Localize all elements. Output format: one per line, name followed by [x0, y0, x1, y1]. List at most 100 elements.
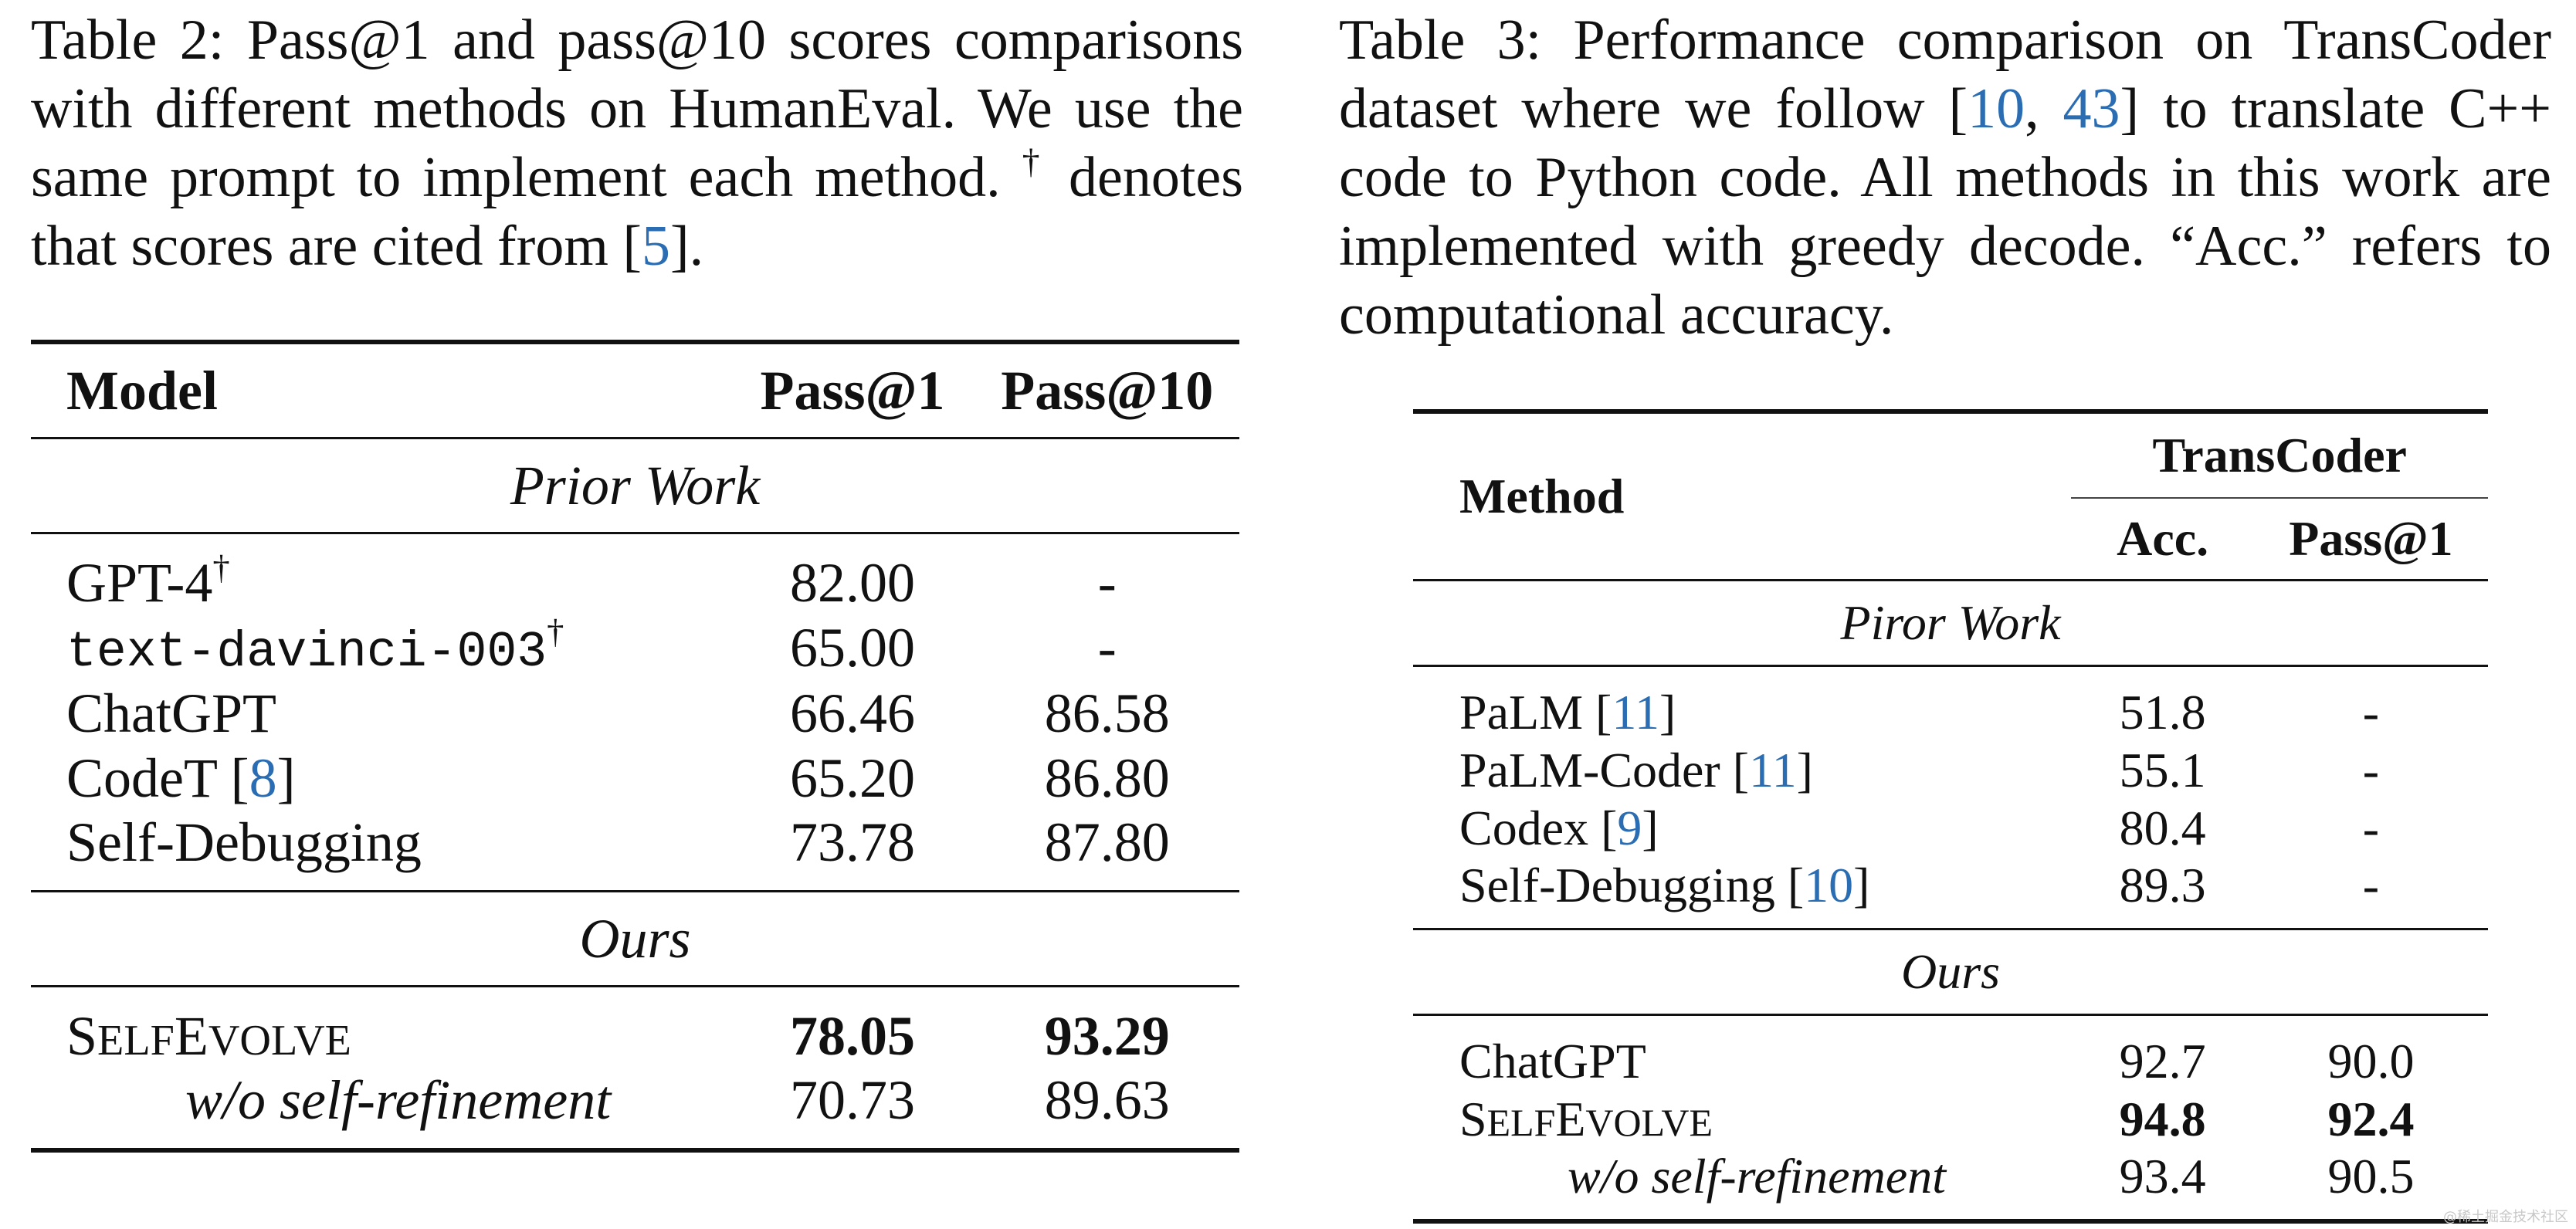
table-row: Self-Debugging [10] 89.3 -: [1413, 857, 2488, 929]
table2: Model Pass@1 Pass@10 Prior Work GPT-4† 8…: [31, 340, 1239, 1153]
acc-cell: 89.3: [2119, 858, 2206, 912]
citation-link[interactable]: 11: [1749, 742, 1797, 797]
method-name: PaLM [: [1459, 685, 1612, 740]
table2-panel: Table 2: Pass@1 and pass@10 scores compa…: [31, 0, 1243, 1150]
acc-cell: 55.1: [2119, 742, 2206, 797]
pass10-cell: 89.63: [1044, 1069, 1170, 1131]
pass1-cell: 82.00: [789, 552, 915, 614]
section-row-ours: Ours: [31, 891, 1239, 987]
smallcaps-part: ELF: [1486, 1101, 1556, 1144]
table3-caption-text: Performance comparison on TransCoder dat…: [1339, 8, 2551, 141]
smallcaps-part: E: [1555, 1091, 1586, 1146]
table2-caption: Table 2: Pass@1 and pass@10 scores compa…: [31, 0, 1243, 281]
citation-link[interactable]: 9: [1617, 800, 1642, 855]
table3-header-row-2: Acc. Pass@1: [1413, 498, 2488, 581]
acc-cell: 51.8: [2119, 685, 2206, 740]
bracket-close: ]: [1853, 858, 1870, 912]
header-acc: Acc.: [2117, 511, 2209, 566]
model-cell: ChatGPT: [66, 682, 277, 744]
section-prior-work: Piror Work: [1840, 595, 2061, 650]
model-cell-selfevolve: SELFEVOLVE: [31, 987, 730, 1069]
table-row: GPT-4† 82.00 -: [31, 533, 1239, 616]
section-prior-work: Prior Work: [510, 454, 761, 516]
table-row: PaLM-Coder [11] 55.1 -: [1413, 741, 2488, 799]
dagger-mark: †: [212, 547, 230, 587]
smallcaps-part: S: [66, 1005, 98, 1067]
citation-link[interactable]: 11: [1612, 685, 1659, 740]
table3-panel: Table 3: Performance comparison on Trans…: [1339, 0, 2552, 1221]
pass1-cell: 90.5: [2327, 1149, 2415, 1204]
pass1-cell: 65.00: [789, 617, 915, 679]
pass10-cell: 87.80: [1044, 811, 1170, 873]
pass1-cell: -: [2362, 858, 2380, 912]
section-ours: Ours: [579, 907, 691, 970]
pass1-cell-best: 78.05: [789, 1005, 915, 1067]
pass10-cell-best: 93.29: [1044, 1005, 1170, 1067]
table2-caption-label: Table 2:: [31, 8, 225, 72]
table3: Method TransCoder Acc. Pass@1 Piror Work…: [1413, 409, 2488, 1224]
section-row-prior: Prior Work: [31, 438, 1239, 533]
header-method: Method: [1459, 469, 1625, 523]
pass10-cell: 86.58: [1044, 682, 1170, 744]
section-row-ours: Ours: [1413, 929, 2488, 1015]
dagger-mark: †: [1022, 141, 1048, 181]
header-pass10: Pass@10: [1001, 359, 1214, 422]
smallcaps-part: E: [174, 1005, 208, 1067]
dagger-mark: †: [547, 611, 564, 651]
pass10-cell: -: [1097, 617, 1117, 679]
acc-cell-best: 94.8: [2119, 1091, 2206, 1146]
citation-link[interactable]: 10: [1968, 77, 2025, 141]
method-cell: PaLM [11]: [1413, 666, 2071, 742]
header-model: Model: [66, 359, 218, 422]
pass10-cell: 86.80: [1044, 747, 1170, 809]
method-name: Self-Debugging [: [1459, 858, 1805, 912]
pass1-cell: 73.78: [789, 811, 915, 873]
model-name: text-davinci-003: [66, 625, 547, 681]
smallcaps-part: VOLVE: [208, 1017, 351, 1065]
bracket-close: ]: [1642, 800, 1659, 855]
acc-cell: 93.4: [2119, 1149, 2206, 1204]
table-row: PaLM [11] 51.8 -: [1413, 665, 2488, 742]
citation-link[interactable]: 5: [642, 215, 671, 278]
table-row: SELFEVOLVE 78.05 93.29: [31, 986, 1239, 1069]
pass1-cell: 90.0: [2327, 1034, 2415, 1088]
table-row: ChatGPT 66.46 86.58: [31, 681, 1239, 746]
method-cell: ChatGPT: [1459, 1034, 1646, 1088]
method-cell-ablation: w/o self-refinement: [1568, 1149, 1946, 1204]
header-transcoder: TransCoder: [2071, 411, 2488, 499]
header-pass1: Pass@1: [2289, 511, 2453, 566]
method-cell: Codex [9]: [1413, 799, 2071, 857]
model-cell: GPT-4†: [31, 533, 730, 616]
table3-header-row-1: Method TransCoder: [1413, 411, 2488, 523]
bracket-close: ]: [1659, 685, 1676, 740]
citation-link[interactable]: 8: [249, 747, 277, 809]
model-name: CodeT [: [66, 747, 249, 809]
table-row: ChatGPT 92.7 90.0: [1413, 1014, 2488, 1091]
table3-caption-text-end: ] to translate C++ code to Python code. …: [1339, 77, 2552, 347]
method-name: PaLM-Coder [: [1459, 742, 1750, 797]
pass1-cell: -: [2362, 685, 2380, 740]
table-row: SELFEVOLVE 94.8 92.4: [1413, 1090, 2488, 1148]
model-cell-ablation: w/o self-refinement: [185, 1069, 612, 1131]
pass1-cell-best: 92.4: [2327, 1091, 2415, 1146]
section-ours: Ours: [1900, 944, 2001, 999]
pass1-cell: 65.20: [789, 747, 915, 809]
method-cell-selfevolve: SELFEVOLVE: [1413, 1090, 2071, 1148]
smallcaps-part: VOLVE: [1585, 1101, 1713, 1144]
pass1-cell: -: [2362, 742, 2380, 797]
smallcaps-part: S: [1459, 1091, 1487, 1146]
header-pass1: Pass@1: [760, 359, 945, 422]
citation-link[interactable]: 10: [1804, 858, 1854, 912]
pass1-cell: -: [2362, 800, 2380, 855]
citation-link[interactable]: 43: [2062, 77, 2120, 141]
table2-header-row: Model Pass@1 Pass@10: [31, 342, 1239, 438]
acc-cell: 80.4: [2119, 800, 2206, 855]
table-row: Codex [9] 80.4 -: [1413, 799, 2488, 857]
model-cell: CodeT [8]: [31, 746, 730, 811]
table3-caption-label: Table 3:: [1339, 8, 1542, 72]
bracket-close: ]: [276, 747, 296, 809]
table2-caption-note: denotes that scores are cited from [: [31, 146, 1244, 278]
watermark: @稀土掘金技术社区: [2443, 1209, 2568, 1225]
method-cell: Self-Debugging [10]: [1413, 857, 2071, 929]
table2-caption-text: Pass@1 and pass@10 scores comparisons wi…: [31, 8, 1243, 209]
